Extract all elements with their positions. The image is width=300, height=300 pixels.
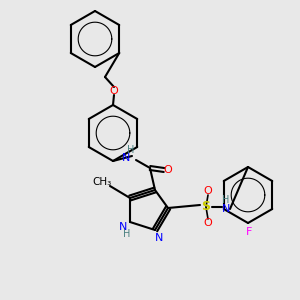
Text: N: N <box>222 204 230 214</box>
Text: N: N <box>122 153 130 163</box>
Text: N: N <box>155 233 163 243</box>
Text: F: F <box>246 227 252 237</box>
Text: S: S <box>202 200 211 214</box>
Text: O: O <box>164 165 172 175</box>
Text: N: N <box>119 222 127 232</box>
Text: H: H <box>127 145 135 155</box>
Text: H: H <box>123 229 131 239</box>
Text: O: O <box>110 86 118 96</box>
Text: CH₃: CH₃ <box>92 177 112 187</box>
Text: O: O <box>204 218 212 228</box>
Text: H: H <box>222 195 230 205</box>
Text: O: O <box>204 186 212 196</box>
